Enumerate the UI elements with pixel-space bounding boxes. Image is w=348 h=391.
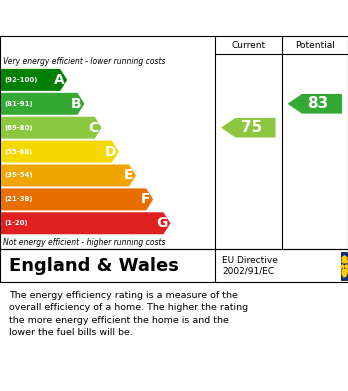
Polygon shape (1, 188, 153, 210)
Polygon shape (287, 94, 342, 113)
Polygon shape (1, 69, 67, 91)
Text: Potential: Potential (295, 41, 335, 50)
Polygon shape (221, 118, 276, 138)
Polygon shape (1, 141, 119, 163)
Text: Not energy efficient - higher running costs: Not energy efficient - higher running co… (3, 238, 166, 247)
Polygon shape (1, 117, 102, 139)
Text: The energy efficiency rating is a measure of the
overall efficiency of a home. T: The energy efficiency rating is a measur… (9, 291, 248, 337)
Text: Very energy efficient - lower running costs: Very energy efficient - lower running co… (3, 57, 166, 66)
Text: EU Directive
2002/91/EC: EU Directive 2002/91/EC (222, 256, 278, 275)
Text: C: C (88, 121, 99, 135)
Text: D: D (104, 145, 116, 159)
Text: B: B (71, 97, 81, 111)
Text: (39-54): (39-54) (4, 172, 33, 178)
Text: England & Wales: England & Wales (9, 256, 179, 275)
Polygon shape (1, 93, 84, 115)
Text: (69-80): (69-80) (4, 125, 33, 131)
Polygon shape (1, 212, 171, 234)
Text: F: F (141, 192, 150, 206)
Text: (21-38): (21-38) (4, 196, 33, 203)
Text: (55-68): (55-68) (4, 149, 32, 154)
Text: Current: Current (231, 41, 266, 50)
Text: A: A (54, 73, 64, 87)
Text: 75: 75 (241, 120, 262, 135)
Text: E: E (124, 169, 133, 183)
Bar (341, 252, 347, 280)
Polygon shape (1, 165, 136, 187)
Text: (92-100): (92-100) (4, 77, 38, 83)
Text: Energy Efficiency Rating: Energy Efficiency Rating (9, 9, 238, 27)
Text: G: G (156, 216, 168, 230)
Text: (81-91): (81-91) (4, 101, 33, 107)
Text: (1-20): (1-20) (4, 220, 28, 226)
Text: 83: 83 (308, 96, 329, 111)
